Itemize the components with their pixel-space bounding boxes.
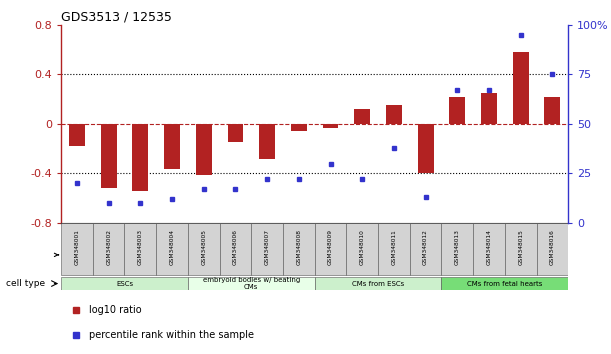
Bar <box>125 223 156 275</box>
Text: GSM348013: GSM348013 <box>455 229 460 265</box>
Text: GSM348005: GSM348005 <box>201 229 207 265</box>
Text: CMs from fetal hearts: CMs from fetal hearts <box>467 281 543 286</box>
Bar <box>61 223 93 275</box>
Text: CMs from ESCs: CMs from ESCs <box>352 281 404 286</box>
Bar <box>93 223 125 275</box>
Text: GSM348010: GSM348010 <box>360 229 365 265</box>
Text: GSM348003: GSM348003 <box>138 229 143 265</box>
Text: GSM348012: GSM348012 <box>423 229 428 265</box>
Bar <box>473 223 505 275</box>
Bar <box>133 124 148 191</box>
Text: GSM348004: GSM348004 <box>169 229 175 265</box>
Text: GSM348015: GSM348015 <box>518 229 523 265</box>
Bar <box>315 223 346 275</box>
Bar <box>291 124 307 131</box>
Bar <box>346 223 378 275</box>
Bar <box>378 223 410 275</box>
Bar <box>513 52 529 124</box>
Bar <box>315 277 441 290</box>
Text: cell type: cell type <box>6 279 45 288</box>
Bar <box>354 109 370 124</box>
Text: embryoid bodies w/ beating
CMs: embryoid bodies w/ beating CMs <box>203 277 300 290</box>
Text: GSM348008: GSM348008 <box>296 229 301 265</box>
Bar <box>227 124 243 142</box>
Bar <box>196 124 211 175</box>
Bar <box>251 223 283 275</box>
Bar <box>101 124 117 188</box>
Text: log10 ratio: log10 ratio <box>89 305 142 315</box>
Bar <box>536 223 568 275</box>
Bar <box>449 97 465 124</box>
Text: ESCs: ESCs <box>116 281 133 286</box>
Bar <box>323 124 338 127</box>
Bar <box>219 223 251 275</box>
Text: percentile rank within the sample: percentile rank within the sample <box>89 330 254 339</box>
Text: GDS3513 / 12535: GDS3513 / 12535 <box>61 11 172 24</box>
Bar <box>188 277 315 290</box>
Bar <box>164 124 180 169</box>
Bar <box>188 223 219 275</box>
Bar <box>386 105 402 124</box>
Bar <box>259 124 275 159</box>
Text: GSM348009: GSM348009 <box>328 229 333 265</box>
Bar <box>61 277 188 290</box>
Bar <box>441 223 473 275</box>
Bar <box>156 223 188 275</box>
Bar <box>544 97 560 124</box>
Text: GSM348001: GSM348001 <box>75 229 79 265</box>
Text: GSM348011: GSM348011 <box>392 229 397 265</box>
Bar <box>505 223 536 275</box>
Bar <box>441 277 568 290</box>
Bar <box>283 223 315 275</box>
Text: GSM348006: GSM348006 <box>233 229 238 265</box>
Text: GSM348014: GSM348014 <box>486 229 491 265</box>
Bar <box>69 124 85 146</box>
Text: GSM348007: GSM348007 <box>265 229 269 265</box>
Bar <box>410 223 441 275</box>
Text: GSM348016: GSM348016 <box>550 229 555 265</box>
Text: GSM348002: GSM348002 <box>106 229 111 265</box>
Bar <box>481 93 497 124</box>
Bar <box>418 124 434 173</box>
